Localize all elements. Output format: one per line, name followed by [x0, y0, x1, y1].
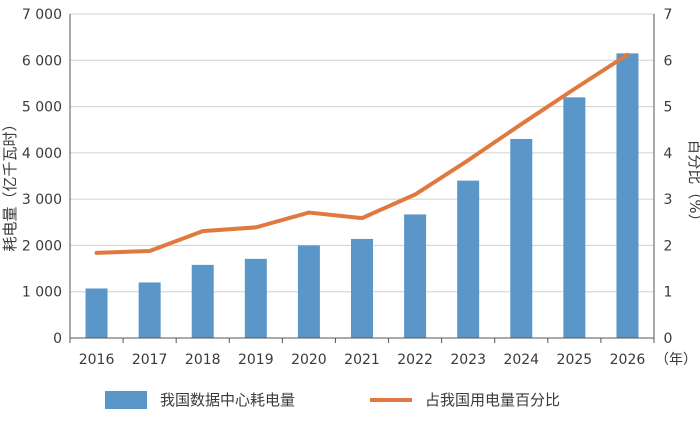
bar — [404, 214, 427, 338]
left-axis-ticks: 0 1 000 2 000 3 000 4 000 5 000 6 000 7 000 — [22, 7, 62, 347]
left-axis-title: 耗电量（亿千瓦时） — [1, 116, 19, 251]
right-tick-label: 6 — [664, 53, 673, 69]
legend-bar-swatch — [105, 391, 147, 409]
left-tick-label: 5 000 — [22, 100, 62, 116]
x-tick-label: 2024 — [503, 352, 539, 368]
right-tick-label: 2 — [664, 238, 673, 254]
legend: 我国数据中心耗电量 占我国用电量百分比 — [105, 391, 560, 409]
line-series — [94, 52, 630, 255]
x-tick-label: 2018 — [185, 352, 221, 368]
bar — [616, 53, 639, 338]
x-tick-label: 2023 — [450, 352, 486, 368]
left-tick-label: 2 000 — [22, 238, 62, 254]
bar — [351, 238, 373, 338]
bar — [510, 138, 533, 338]
bar — [563, 97, 586, 338]
right-axis-ticks: 0 1 2 3 4 5 6 7 — [664, 7, 673, 347]
bar — [244, 258, 267, 338]
legend-bar-label: 我国数据中心耗电量 — [160, 391, 295, 409]
x-tick-label: 2025 — [557, 352, 593, 368]
bar — [191, 264, 214, 338]
right-tick-label: 1 — [664, 285, 673, 301]
right-tick-label: 3 — [664, 192, 673, 208]
bar — [138, 282, 161, 338]
right-tick-label: 5 — [664, 100, 673, 116]
x-tick-label: 2019 — [238, 352, 274, 368]
bar — [457, 180, 480, 338]
x-axis-ticks: 2016 2017 2018 2019 2020 2021 2022 2023 2024 2025… — [79, 352, 646, 368]
left-tick-label: 7 000 — [22, 7, 62, 23]
right-tick-label: 7 — [664, 7, 673, 23]
x-tick-label: 2017 — [132, 352, 168, 368]
x-tick-label: 2016 — [79, 352, 115, 368]
left-tick-label: 6 000 — [22, 53, 62, 69]
x-tick-label: 2021 — [344, 352, 380, 368]
left-tick-label: 1 000 — [22, 285, 62, 301]
line-path — [94, 52, 630, 255]
x-tick-label: 2026 — [610, 352, 646, 368]
x-tick-label: 2022 — [397, 352, 433, 368]
left-tick-label: 3 000 — [22, 192, 62, 208]
axes — [69, 14, 655, 343]
left-tick-label: 4 000 — [22, 146, 62, 162]
right-axis-title: 百分比（%） — [686, 139, 700, 228]
left-tick-label: 0 — [53, 331, 62, 347]
bar-series — [85, 53, 639, 338]
bar — [85, 288, 108, 338]
x-axis-unit: （年） — [655, 352, 697, 368]
x-tick-label: 2020 — [291, 352, 327, 368]
bar — [297, 245, 320, 338]
legend-line-label: 占我国用电量百分比 — [425, 391, 560, 409]
right-tick-label: 0 — [664, 331, 673, 347]
right-tick-label: 4 — [664, 146, 673, 162]
